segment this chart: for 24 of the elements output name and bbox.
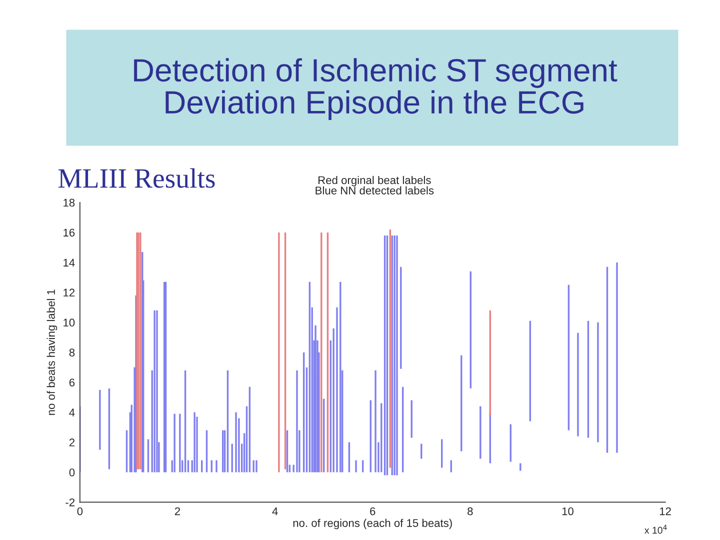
x-axis-title: no. of regions (each of 15 beats) <box>293 518 452 530</box>
text: x 10$^{4}$ <box>644 524 667 534</box>
y-tick-label: 12 <box>64 288 74 296</box>
y-tick-label: 2 <box>69 438 74 446</box>
y-tick-label: 16 <box>64 228 75 237</box>
y-tick-label: 10 <box>64 318 75 327</box>
x-tick-label: 2 <box>174 507 180 516</box>
x-tick-label: 10 <box>562 507 574 516</box>
y-tick-label: -2 <box>66 498 74 506</box>
y-tick-label: 4 <box>69 408 75 416</box>
chart-subtitle: MLIII Results <box>58 168 215 188</box>
x-tick-label: 0 <box>77 507 83 516</box>
y-tick-label: 0 <box>69 468 75 476</box>
chart-title: Detection of Ischemic ST segment Deviation Episode in the ECG <box>134 58 618 120</box>
y-tick-label: 18 <box>64 198 75 207</box>
text: Red orginal beat labels Blue NN detected labels <box>316 176 434 194</box>
y-tick-label: 6 <box>69 378 75 386</box>
y-tick-label: 14 <box>64 258 75 266</box>
x-tick-label: 12 <box>660 507 671 516</box>
y-axis-title: no of beats having label 1 <box>46 290 58 415</box>
x-tick-label: 4 <box>272 507 278 516</box>
x-tick-label: 8 <box>468 507 473 516</box>
x-tick-label: 6 <box>370 507 376 516</box>
y-tick-label: 8 <box>69 348 75 356</box>
